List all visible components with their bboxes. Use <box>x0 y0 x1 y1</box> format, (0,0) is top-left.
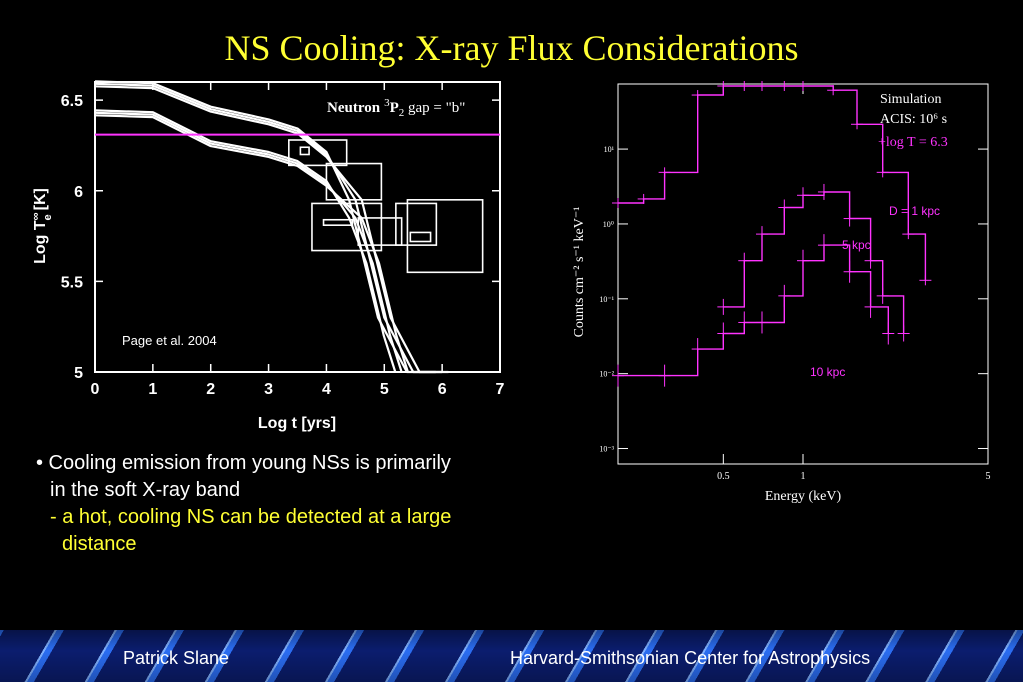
cooling-annotation: Page et al. 2004 <box>122 333 217 348</box>
spectrum-legend-1: Simulation <box>880 92 941 107</box>
cooling-legend-sub: 2 <box>399 107 405 119</box>
footer-stripes <box>0 630 1023 682</box>
cooling-ytick-label: 6.5 <box>61 93 83 110</box>
footer-author: Patrick Slane <box>123 648 230 668</box>
spectrum-series-label-1: D = 1 kpc <box>889 204 940 218</box>
cooling-error-boxes <box>288 139 484 274</box>
cooling-xtick-label: 6 <box>438 381 447 398</box>
spectrum-ylabel: Counts cm⁻² s⁻¹ keV⁻¹ <box>572 207 587 338</box>
cooling-error-box <box>325 162 383 201</box>
cooling-ylabel-sub: e <box>42 214 54 220</box>
cooling-xlabel: Log t [yrs] <box>258 415 336 432</box>
cooling-error-box <box>357 217 403 246</box>
spectrum-series-label-2: 5 kpc <box>842 238 871 252</box>
cooling-error-box <box>311 202 383 252</box>
spectrum-ytick-label: 10⁻³ <box>599 445 614 454</box>
cooling-ytick-label: 5 <box>74 365 83 382</box>
cooling-legend-sym: P <box>390 100 399 116</box>
spectrum-xtick-label: 1 <box>801 471 806 482</box>
cooling-error-box <box>288 139 348 167</box>
bullet-main-cont: in the soft X-ray band <box>50 479 241 501</box>
cooling-chart: 0 1 2 3 4 5 6 755.566.5 Neutron 3P2 gap = "b" Pa… <box>30 80 505 432</box>
cooling-curve-1-3 <box>94 85 449 374</box>
footer-institution: Harvard-Smithsonian Center for Astrophys… <box>510 648 871 668</box>
footer-bar: Patrick Slane Harvard-Smithsonian Center… <box>0 630 1023 682</box>
cooling-xtick-label: 7 <box>496 381 505 398</box>
bullet-main: • Cooling emission from young NSs is pri… <box>36 452 451 474</box>
cooling-xtick-label: 2 <box>206 381 215 398</box>
cooling-legend: Neutron 3P2 gap = "b" <box>327 97 465 119</box>
spectrum-legend-3: +log T = 6.3 <box>878 135 948 150</box>
spectrum-ytick-label: 10¹ <box>604 145 615 154</box>
cooling-curve-2-3 <box>94 114 409 373</box>
spectrum-legend-2: ACIS: 10⁶ s <box>880 112 947 127</box>
cooling-curve-2-1 <box>94 109 397 373</box>
spectrum-series-label-3: 10 kpc <box>810 365 845 379</box>
footer-shade <box>0 630 1023 682</box>
cooling-xtick-label: 3 <box>264 381 273 398</box>
cooling-error-box <box>409 231 432 243</box>
spectrum-ytick-label: 10⁰ <box>603 220 614 229</box>
cooling-error-box <box>395 202 438 246</box>
cooling-xtick-label: 4 <box>322 381 331 398</box>
spectrum-panel <box>560 78 1020 510</box>
bullet-sub-cont: distance <box>62 533 137 555</box>
cooling-legend-label: Neutron <box>327 100 381 116</box>
spectrum-ytick-label: 10⁻¹ <box>599 295 614 304</box>
cooling-legend-rest: gap = "b" <box>404 100 465 116</box>
cooling-curve-2-2 <box>94 111 403 373</box>
spectrum-ticks: 0.5 1 5 10⁻³ 10⁻² 10⁻¹ 10⁰ 10¹ <box>599 84 991 482</box>
spectrum-xtick-label: 5 <box>986 471 991 482</box>
cooling-xtick-label: 5 <box>380 381 389 398</box>
cooling-curves <box>94 80 449 374</box>
cooling-error-box <box>322 218 354 226</box>
cooling-error-box <box>299 146 310 156</box>
cooling-xtick-label: 1 <box>148 381 157 398</box>
cooling-xtick-label: 0 <box>91 381 100 398</box>
bullet-sub: - a hot, cooling NS can be detected at a… <box>50 506 452 528</box>
cooling-error-box <box>406 199 484 274</box>
cooling-ylabel: Log T∞e [K] <box>30 188 54 264</box>
spectrum-chart: 0.5 1 5 10⁻³ 10⁻² 10⁻¹ 10⁰ 10¹ Simulation ACIS:… <box>560 78 1020 510</box>
cooling-ticks: 0 1 2 3 4 5 6 755.566.5 <box>61 82 505 398</box>
cooling-ylabel-unit: [K] <box>32 188 49 210</box>
cooling-plot-frame <box>94 81 501 373</box>
spectrum-curves <box>612 81 932 387</box>
slide-title: NS Cooling: X-ray Flux Considerations <box>224 28 799 68</box>
spectrum-xtick-label: 0.5 <box>717 471 730 482</box>
cooling-ytick-label: 5.5 <box>61 274 83 291</box>
bullet-list: • Cooling emission from young NSs is pri… <box>36 450 536 558</box>
spectrum-ytick-label: 10⁻² <box>599 370 614 379</box>
cooling-ylabel-sup: ∞ <box>30 212 42 220</box>
cooling-ylabel-text: Log T <box>32 220 49 264</box>
spectrum-xlabel: Energy (keV) <box>765 489 842 504</box>
cooling-legend-sup: 3 <box>384 97 390 109</box>
cooling-ytick-label: 6 <box>74 184 83 201</box>
